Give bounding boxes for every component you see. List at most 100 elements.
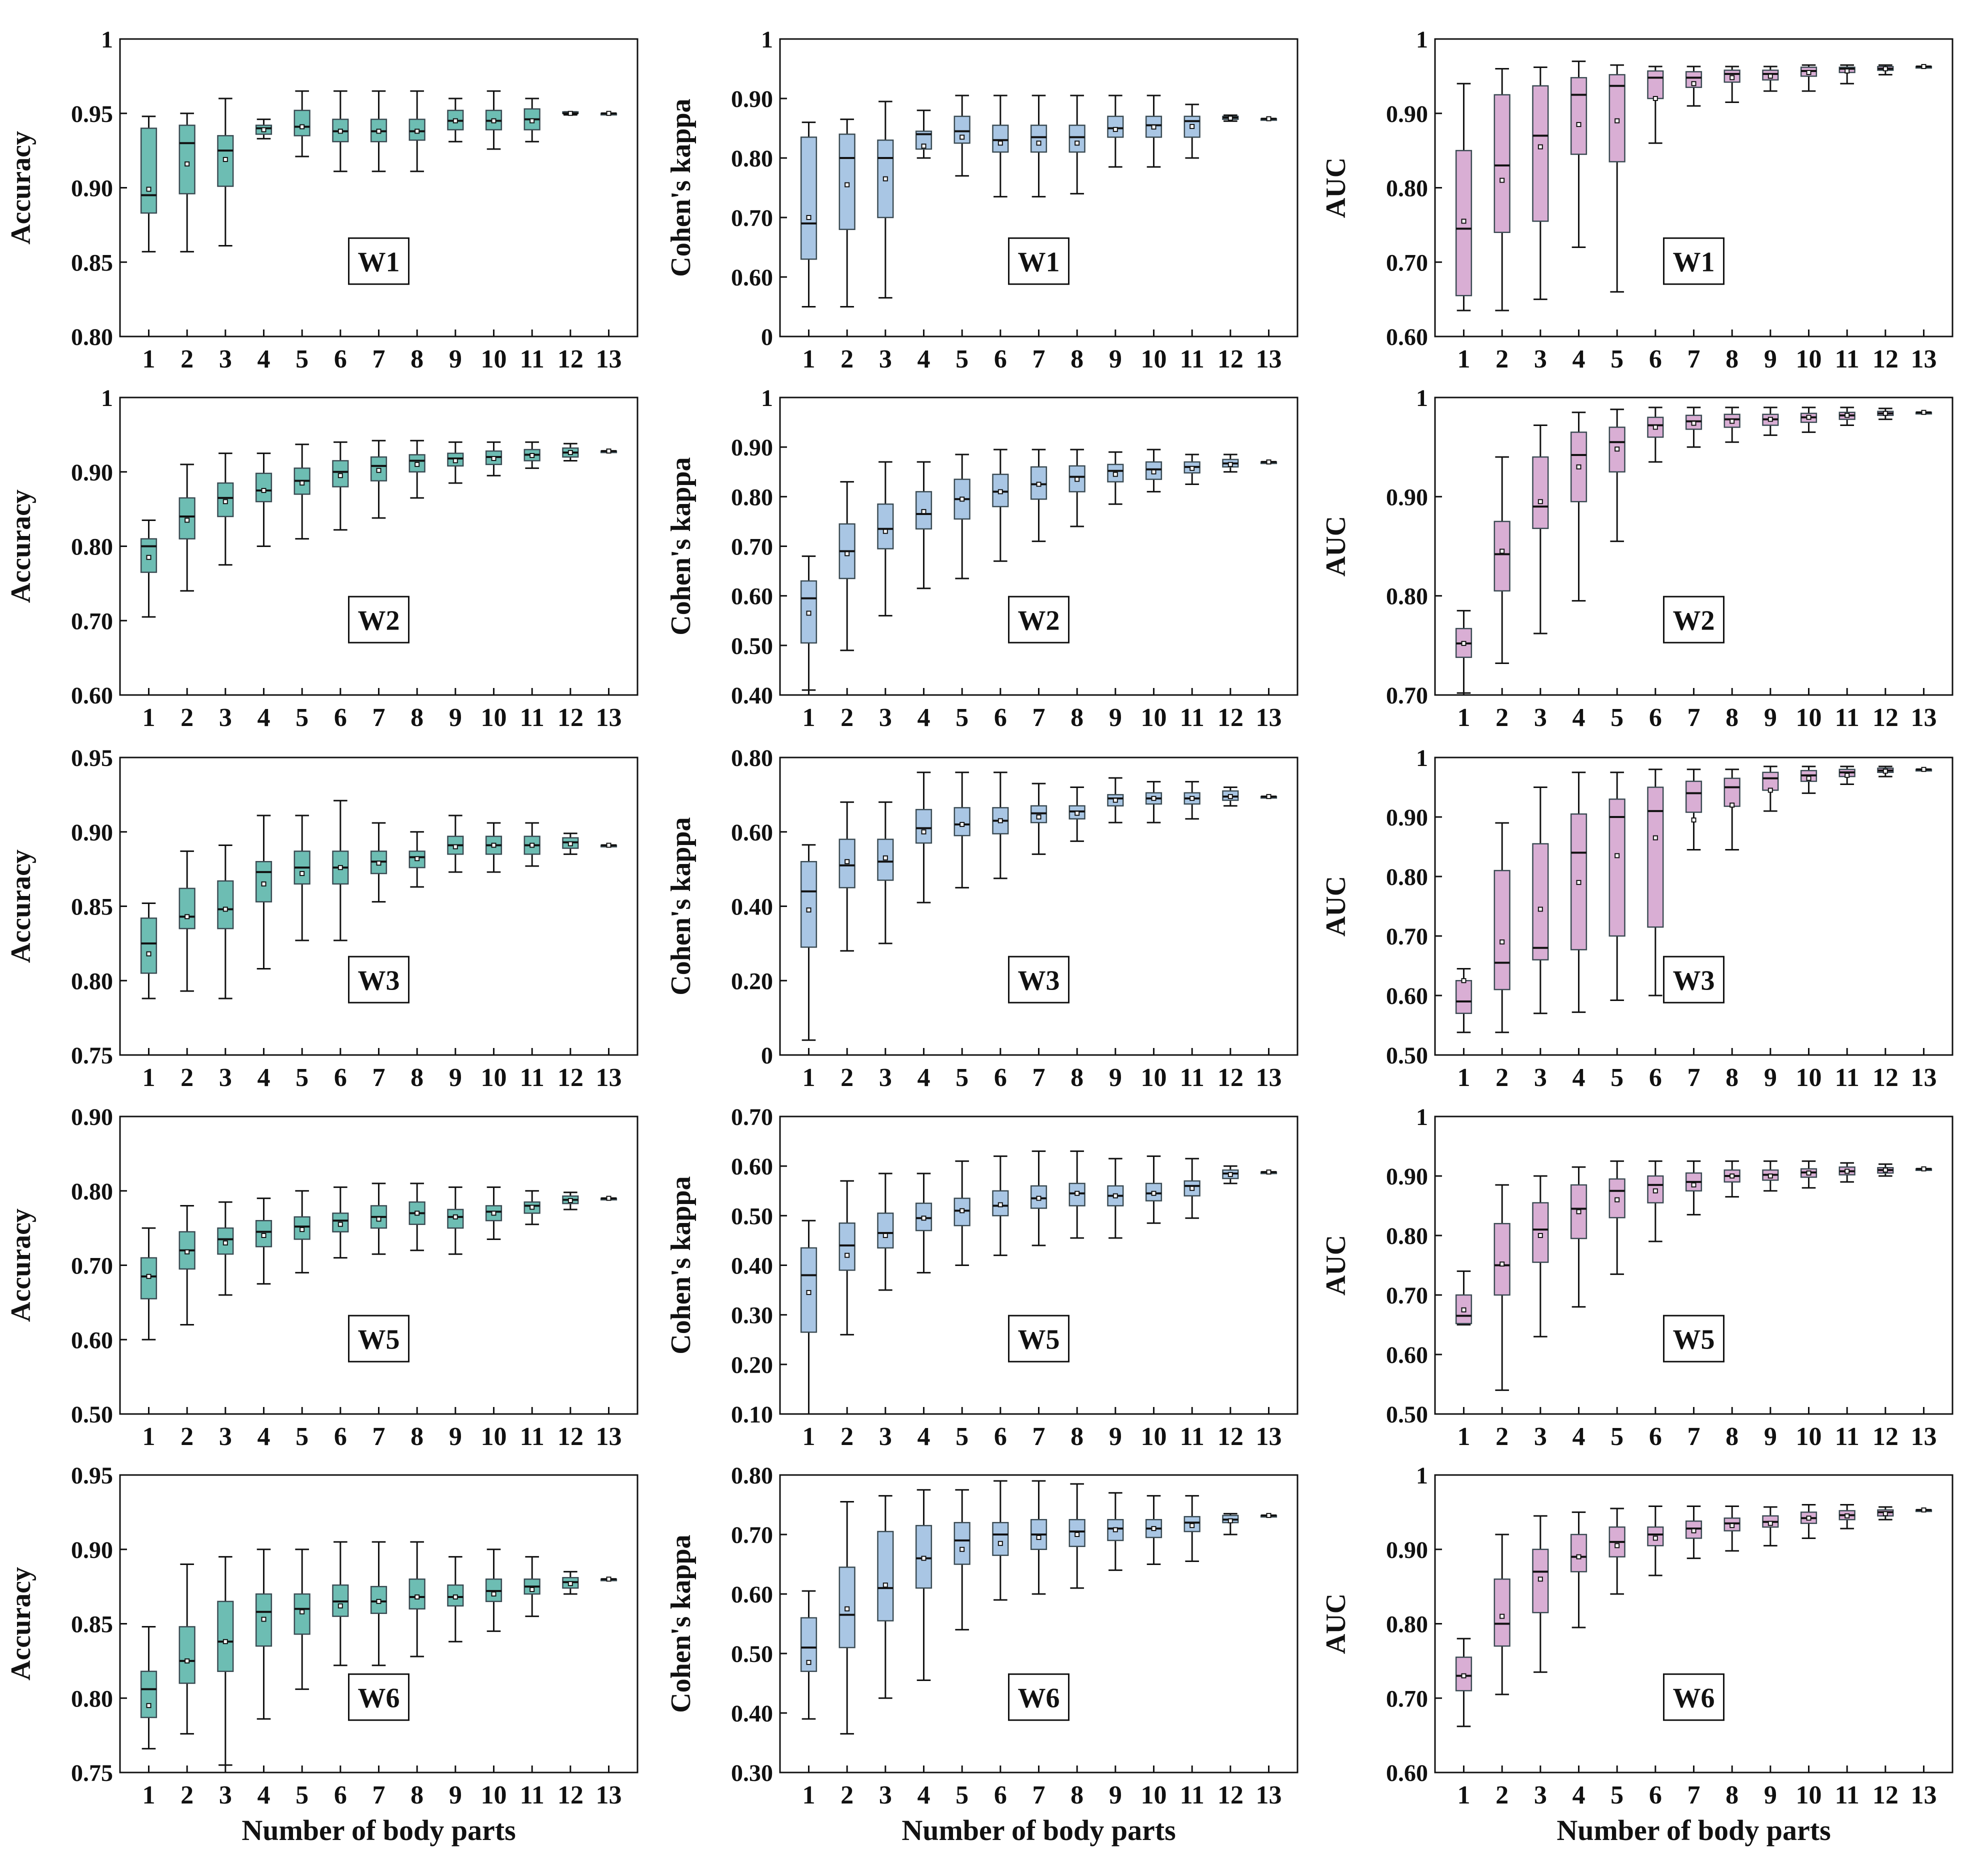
mean-marker <box>222 499 228 504</box>
x-tick-label: 6 <box>994 1064 1007 1092</box>
box-kappa-w2-10 <box>1145 448 1162 492</box>
x-tick-label: 1 <box>1458 1422 1470 1451</box>
box-kappa-w1-4 <box>915 110 932 159</box>
iqr-box <box>1532 85 1549 222</box>
mean-marker <box>414 856 420 862</box>
x-tick-label: 7 <box>1688 345 1700 374</box>
mean-marker <box>491 118 496 124</box>
box-auc-w2-9 <box>1762 406 1779 436</box>
x-tick-label: 13 <box>1256 1064 1282 1092</box>
box-kappa-w1-13 <box>1260 116 1278 122</box>
x-tick-label: 12 <box>558 1781 584 1810</box>
box-auc-w5-5 <box>1608 1160 1626 1275</box>
mean-marker <box>1730 1174 1735 1178</box>
box-acc-w1-6 <box>332 90 349 172</box>
box-acc-w6-12 <box>562 1570 579 1595</box>
iqr-box <box>1608 74 1626 162</box>
box-acc-w5-10 <box>485 1186 502 1240</box>
mean-marker <box>530 842 535 848</box>
iqr-box <box>1494 94 1510 233</box>
mean-marker <box>606 448 612 454</box>
box-acc-w6-1 <box>140 1626 158 1750</box>
x-tick-label: 4 <box>258 345 270 374</box>
y-tick-label: 0.80 <box>731 745 773 772</box>
x-tick-label: 10 <box>1141 1781 1167 1810</box>
mean-marker <box>568 1581 573 1586</box>
mean-marker <box>606 1576 612 1582</box>
y-axis-label: Cohen's kappa <box>666 817 696 995</box>
x-tick-label: 5 <box>1610 1064 1624 1092</box>
x-tick-label: 3 <box>879 345 892 374</box>
mean-marker <box>261 1233 266 1238</box>
mean-marker <box>1112 126 1118 132</box>
x-tick-label: 5 <box>296 704 308 732</box>
x-tick-label: 6 <box>994 1781 1007 1810</box>
mean-marker <box>261 488 266 493</box>
y-axis-label: AUC <box>1320 876 1352 936</box>
box-kappa-w5-3 <box>877 1172 894 1291</box>
x-tick-label: 4 <box>1572 704 1586 732</box>
box-auc-w3-4 <box>1570 772 1588 1013</box>
box-kappa-w1-9 <box>1107 94 1124 168</box>
box-auc-w5-3 <box>1532 1175 1549 1338</box>
panel-label: W2 <box>1673 605 1715 636</box>
mean-marker <box>606 110 612 116</box>
y-tick-label: 0.70 <box>1386 924 1428 950</box>
mean-marker <box>960 822 965 827</box>
mean-marker <box>1652 835 1658 840</box>
y-tick-label: 0.80 <box>71 1686 113 1712</box>
iqr-box <box>140 918 158 974</box>
y-tick-label: 0.70 <box>731 534 773 560</box>
x-tick-label: 13 <box>1256 1781 1282 1810</box>
iqr-box <box>1608 798 1626 937</box>
box-kappa-w5-13 <box>1260 1170 1278 1175</box>
box-acc-w1-13 <box>600 110 618 116</box>
panel-label: W3 <box>358 965 400 996</box>
box-acc-w3-12 <box>562 832 579 855</box>
mean-marker <box>1074 810 1080 816</box>
box-acc-w6-10 <box>485 1548 502 1632</box>
box-kappa-w6-7 <box>1030 1480 1048 1595</box>
box-auc-w5-10 <box>1800 1160 1818 1189</box>
chart-panel-kappa-w5: 0.100.200.300.400.500.600.701 2 3 4 5 6 7 8 9 10 1… <box>666 1104 1298 1451</box>
mean-marker <box>568 841 573 846</box>
mean-marker <box>146 554 152 560</box>
iqr-box <box>954 1522 970 1565</box>
box-auc-w6-12 <box>1877 1506 1894 1520</box>
box-kappa-w2-3 <box>877 461 894 616</box>
mean-marker <box>1036 1196 1042 1201</box>
x-tick-label: 7 <box>372 1422 386 1451</box>
chart-panel-kappa-w3: 00.200.400.600.801 2 3 4 5 6 7 8 9 10 11 12 13Cohen'… <box>666 745 1298 1092</box>
y-tick-label: 0.90 <box>71 176 113 202</box>
box-kappa-w6-1 <box>800 1590 818 1720</box>
x-tick-label: 6 <box>994 1422 1007 1451</box>
x-tick-label: 11 <box>1835 1422 1860 1451</box>
box-acc-w6-7 <box>370 1541 388 1666</box>
x-tick-label: 9 <box>1109 704 1122 732</box>
x-tick-label: 2 <box>180 345 194 374</box>
x-tick-label: 10 <box>481 704 507 732</box>
x-tick-label: 4 <box>258 704 270 732</box>
mean-marker <box>1112 798 1118 803</box>
x-tick-label: 12 <box>1872 1422 1898 1451</box>
y-tick-label: 0.60 <box>731 1154 773 1180</box>
box-kappa-w3-1 <box>800 844 818 1041</box>
x-tick-label: 10 <box>1796 1781 1822 1810</box>
x-tick-label: 3 <box>219 345 232 374</box>
box-kappa-w6-3 <box>877 1495 894 1699</box>
mean-marker <box>1882 1511 1888 1516</box>
mean-marker <box>1500 178 1505 183</box>
box-auc-w2-13 <box>1915 410 1932 415</box>
panel-label-box <box>348 237 410 285</box>
box-acc-w1-10 <box>485 90 502 150</box>
mean-marker <box>1768 1174 1773 1178</box>
panel-label-box <box>348 1314 410 1362</box>
y-tick-label: 0.85 <box>71 250 113 276</box>
x-tick-label: 8 <box>410 1422 424 1451</box>
y-tick-label: 1 <box>1416 26 1428 53</box>
x-tick-label: 9 <box>1109 1064 1122 1092</box>
panel-label: W3 <box>1018 965 1060 996</box>
box-auc-w5-12 <box>1877 1163 1894 1177</box>
y-axis-label: Accuracy <box>6 850 36 963</box>
